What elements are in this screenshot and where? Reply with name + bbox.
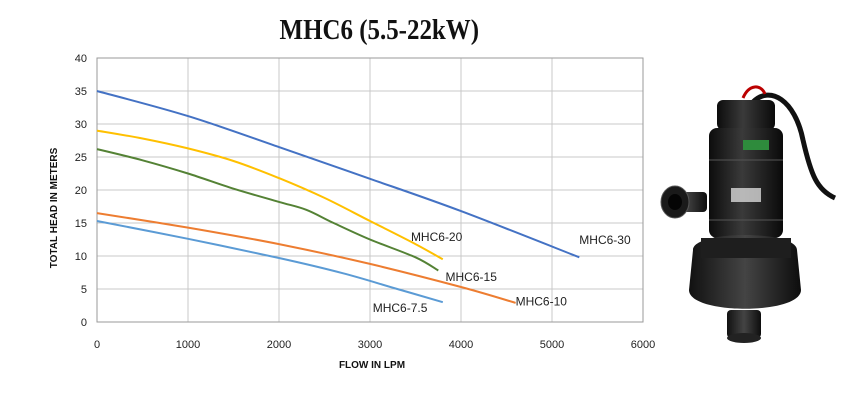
series-line-mhc6-10: [96, 212, 516, 304]
y-axis-label: TOTAL HEAD IN METERS: [49, 147, 60, 268]
series-label-mhc6-10: MHC6-10: [516, 295, 568, 309]
x-tick-label: 0: [94, 339, 100, 351]
series-line-mhc6-7-5: [96, 220, 444, 304]
series-line-mhc6-15: [96, 148, 439, 272]
y-tick-label: 30: [75, 119, 87, 131]
chart-title: MHC6 (5.5-22kW): [279, 14, 480, 46]
series-line-mhc6-20: [96, 129, 444, 261]
x-tick-label: 3000: [358, 339, 382, 351]
series-label-mhc6-30: MHC6-30: [579, 233, 631, 247]
x-tick-label: 6000: [631, 339, 655, 351]
x-axis-label: FLOW IN LPM: [339, 360, 405, 371]
pump-photo: [660, 85, 837, 343]
series-label-mhc6-7-5: MHC6-7.5: [373, 301, 428, 315]
x-tick-label: 5000: [540, 339, 564, 351]
y-tick-label: 25: [75, 152, 87, 164]
x-tick-label: 4000: [449, 339, 473, 351]
y-tick-label: 10: [75, 251, 87, 263]
x-tick-label: 2000: [267, 339, 291, 351]
y-tick-label: 15: [75, 218, 87, 230]
y-tick-label: 0: [81, 317, 87, 329]
grid: [96, 57, 644, 323]
line-chart: 0 1000 2000 3000 4000 5000 6000 0 5 10 15 20 25 30 35 4…: [49, 53, 655, 371]
y-tick-label: 35: [75, 86, 87, 98]
plot-frame: [96, 57, 644, 323]
axes: 0 1000 2000 3000 4000 5000 6000 0 5 10 15 20 25 30 35 4…: [75, 53, 655, 351]
series-line-mhc6-30: [96, 90, 580, 259]
y-tick-label: 40: [75, 53, 87, 65]
x-tick-label: 1000: [176, 339, 200, 351]
series-label-mhc6-15: MHC6-15: [446, 270, 498, 284]
y-tick-label: 20: [75, 185, 87, 197]
series-labels: MHC6-30 MHC6-20 MHC6-15 MHC6-10 MHC6-7.5: [373, 230, 631, 315]
y-tick-label: 5: [81, 284, 87, 296]
series-label-mhc6-20: MHC6-20: [411, 230, 463, 244]
series-group: [96, 90, 580, 304]
